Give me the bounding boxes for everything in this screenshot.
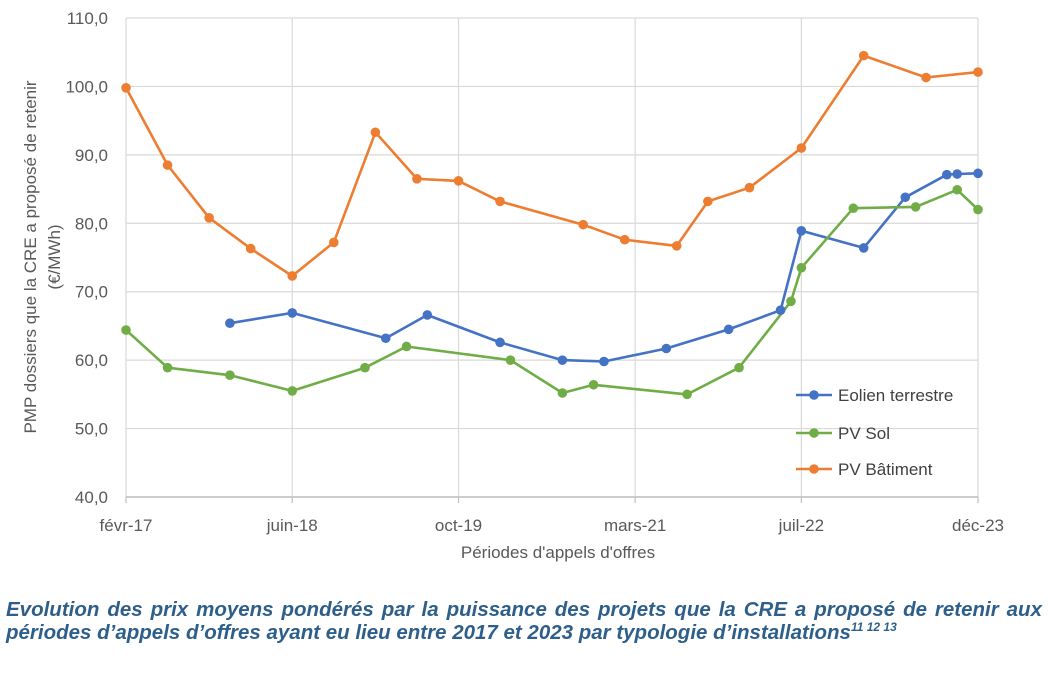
x-axis-title: Périodes d'appels d'offres <box>461 543 655 562</box>
data-point-eolien-terrestre <box>380 333 391 344</box>
data-point-pv-sol <box>557 388 568 398</box>
data-point-pv-sol <box>588 379 599 390</box>
data-point-eolien-terrestre <box>495 337 505 348</box>
y-tick-label: 80,0 <box>75 214 108 233</box>
y-tick-label: 40,0 <box>75 488 108 507</box>
line-chart: 40,0 50,0 60,0 70,0 80,0 90,0 100,0 110,0 févr-… <box>21 9 1004 562</box>
data-point-eolien-terrestre <box>557 355 568 365</box>
data-point-eolien-terrestre <box>287 308 298 318</box>
data-point-pv-batiment <box>671 241 682 251</box>
data-point-eolien-terrestre <box>661 343 672 354</box>
legend-swatch-marker <box>809 428 819 438</box>
data-point-pv-sol <box>796 262 807 273</box>
legend-label: PV Bâtiment <box>838 460 933 479</box>
data-point-pv-batiment <box>495 196 505 207</box>
data-point-eolien-terrestre <box>225 318 235 328</box>
legend-item-pv-sol: PV Sol <box>796 424 890 443</box>
data-point-eolien-terrestre <box>952 169 963 179</box>
legend-swatch-marker <box>809 390 819 400</box>
legend-label: PV Sol <box>838 424 890 443</box>
data-point-pv-batiment <box>578 219 588 230</box>
data-point-pv-batiment <box>245 243 256 254</box>
data-point-pv-batiment <box>204 213 214 223</box>
data-point-pv-batiment <box>703 196 713 207</box>
data-point-pv-sol <box>287 386 298 396</box>
data-point-pv-sol <box>121 325 131 335</box>
x-tick-label: juin-18 <box>266 516 318 535</box>
y-axis-title: PMP dossiers que la CRE a proposé de ret… <box>21 80 64 433</box>
y-tick-label: 90,0 <box>75 146 108 165</box>
y-tick-labels: 40,0 50,0 60,0 70,0 80,0 90,0 100,0 110,0 <box>65 9 108 507</box>
data-point-pv-batiment <box>796 143 807 153</box>
data-point-eolien-terrestre <box>900 192 911 203</box>
data-point-eolien-terrestre <box>973 168 983 179</box>
y-tick-label: 110,0 <box>67 9 108 28</box>
data-point-pv-sol <box>682 389 692 400</box>
data-point-pv-sol <box>505 355 516 365</box>
data-point-pv-batiment <box>744 182 755 193</box>
x-tick-label: oct-19 <box>435 516 482 535</box>
data-point-pv-batiment <box>858 50 869 61</box>
y-tick-label: 100,0 <box>65 77 108 96</box>
caption-text: Evolution des prix moyens pondérés par l… <box>6 598 1042 644</box>
data-point-pv-batiment <box>370 127 381 138</box>
data-point-pv-batiment <box>162 160 173 170</box>
data-point-eolien-terrestre <box>942 169 952 180</box>
y-axis-title-line-1: PMP dossiers que la CRE a proposé de ret… <box>21 80 40 433</box>
data-point-pv-sol <box>848 203 859 214</box>
series-markers <box>121 50 983 400</box>
x-tick-label: févr-17 <box>100 516 153 535</box>
legend: Eolien terrestre PV Sol PV Bâtiment <box>796 386 953 479</box>
y-tick-label: 60,0 <box>75 351 108 370</box>
data-point-pv-sol <box>734 362 744 373</box>
y-axis-title-line-2: (€/MWh) <box>45 224 64 289</box>
data-point-pv-batiment <box>921 72 931 83</box>
figure-caption: Evolution des prix moyens pondérés par l… <box>6 598 1042 644</box>
data-point-pv-sol <box>401 341 412 352</box>
legend-item-eolien-terrestre: Eolien terrestre <box>796 386 953 405</box>
data-point-pv-sol <box>952 184 963 195</box>
x-tick-label: mars-21 <box>604 516 666 535</box>
axes <box>125 496 979 503</box>
x-tick-label: déc-23 <box>952 516 1004 535</box>
gridlines <box>125 17 979 498</box>
legend-swatch-marker <box>809 464 819 474</box>
legend-item-pv-batiment: PV Bâtiment <box>796 460 933 479</box>
y-tick-label: 70,0 <box>75 283 108 302</box>
data-point-eolien-terrestre <box>599 356 609 367</box>
data-point-eolien-terrestre <box>775 305 786 315</box>
data-point-pv-sol <box>360 362 370 373</box>
data-point-pv-batiment <box>329 237 339 248</box>
data-point-pv-sol <box>225 370 235 380</box>
data-point-eolien-terrestre <box>858 243 869 253</box>
legend-label: Eolien terrestre <box>838 386 953 405</box>
data-point-pv-sol <box>162 362 173 373</box>
x-tick-labels: févr-17 juin-18 oct-19 mars-21 juil-22 déc-23 <box>100 516 1004 535</box>
x-tick-label: juil-22 <box>778 516 824 535</box>
data-point-pv-batiment <box>619 234 630 245</box>
data-point-pv-sol <box>910 202 921 212</box>
data-point-pv-batiment <box>121 82 131 93</box>
data-point-eolien-terrestre <box>796 226 807 236</box>
data-point-pv-sol <box>973 204 983 215</box>
data-point-pv-batiment <box>453 176 464 186</box>
series-line-eolien-terrestre <box>229 172 979 363</box>
caption-footnotes: 11 12 13 <box>850 620 897 635</box>
data-point-eolien-terrestre <box>723 324 734 335</box>
data-point-pv-sol <box>786 296 796 307</box>
series-lines <box>124 54 979 396</box>
data-point-pv-batiment <box>287 271 298 281</box>
data-point-eolien-terrestre <box>422 310 433 320</box>
data-point-pv-batiment <box>973 67 983 77</box>
data-point-pv-batiment <box>412 174 422 184</box>
y-tick-label: 50,0 <box>75 420 108 439</box>
